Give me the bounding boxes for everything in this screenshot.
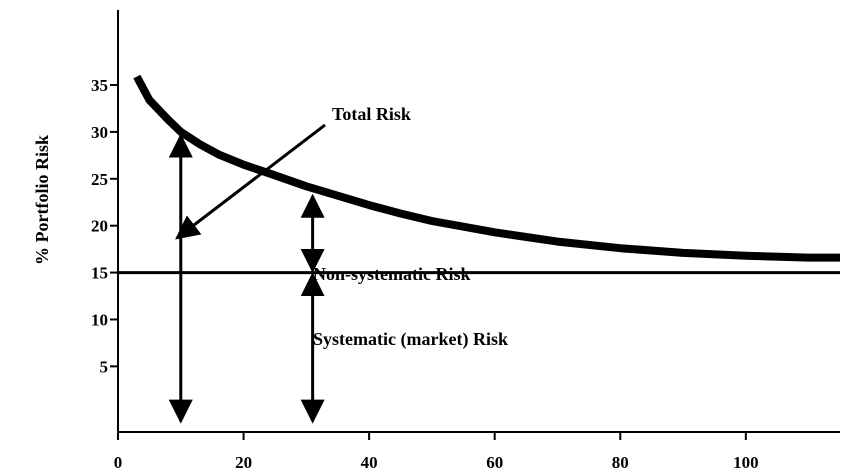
- y-tick-label: 30: [91, 123, 108, 142]
- x-tick-label: 20: [235, 453, 252, 472]
- total-risk-curve: [133, 74, 840, 262]
- y-tick-label: 25: [91, 170, 108, 189]
- axes: [117, 10, 840, 433]
- y-tick-label: 10: [91, 310, 108, 329]
- series-layer: [133, 74, 840, 262]
- y-axis-title: % Portfolio Risk: [32, 135, 52, 265]
- total-risk-pointer-arrow: [175, 123, 326, 240]
- x-tick-label: 100: [733, 453, 759, 472]
- x-tick-label: 60: [486, 453, 503, 472]
- x-tick-label: 40: [361, 453, 378, 472]
- annotation-arrows: [168, 123, 326, 424]
- axis-ticks: 0 20 40 60 80 100 5 10 15 20 25 30 35: [91, 76, 759, 472]
- x-tick-label: 80: [612, 453, 629, 472]
- y-tick-label: 5: [100, 357, 109, 376]
- y-tick-label: 35: [91, 76, 108, 95]
- y-tick-label: 20: [91, 217, 108, 236]
- annotation-systematic-risk: Systematic (market) Risk: [313, 329, 508, 350]
- annotation-non-systematic-risk: Non-systematic Risk: [313, 264, 471, 284]
- y-tick-label: 15: [91, 264, 108, 283]
- x-tick-label: 0: [114, 453, 123, 472]
- annotation-total-risk: Total Risk: [332, 104, 411, 124]
